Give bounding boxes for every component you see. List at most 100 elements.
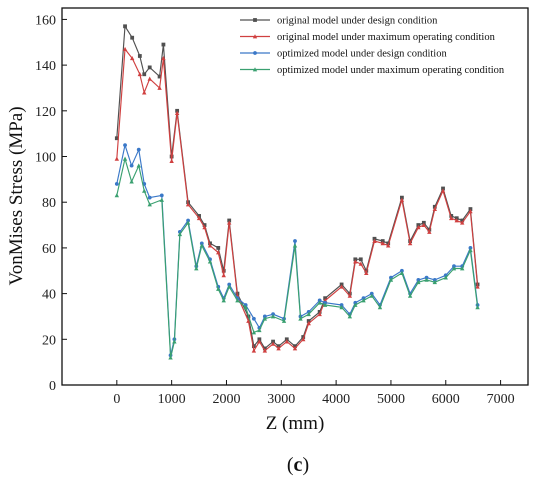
data-point xyxy=(147,65,152,70)
y-tick-label: 120 xyxy=(35,105,56,120)
y-tick-label: 20 xyxy=(42,333,56,348)
data-point xyxy=(199,243,204,248)
data-point xyxy=(449,215,454,221)
data-point xyxy=(386,243,391,248)
data-point xyxy=(251,330,257,335)
legend-item: original model under maximum operating c… xyxy=(240,32,496,43)
data-point xyxy=(114,136,119,141)
data-point xyxy=(369,293,374,298)
series-2 xyxy=(114,46,480,353)
x-tick-label: 7000 xyxy=(487,392,515,407)
data-point xyxy=(306,321,311,326)
data-point xyxy=(129,179,134,184)
legend-label: original model under maximum operating c… xyxy=(277,32,496,43)
data-point xyxy=(257,327,262,333)
panel-label-letter: c xyxy=(294,454,303,476)
data-point xyxy=(185,220,191,225)
y-tick-label: 0 xyxy=(49,379,56,394)
data-point xyxy=(253,51,257,55)
legend-label: optimized model under design condition xyxy=(277,49,447,60)
data-point xyxy=(276,346,281,351)
data-point xyxy=(257,339,262,344)
data-point xyxy=(416,279,421,285)
legend: original model under design condition ori… xyxy=(240,16,505,76)
data-point xyxy=(251,316,256,321)
y-tick-label: 160 xyxy=(35,13,56,28)
data-point xyxy=(221,298,226,303)
data-point xyxy=(136,163,141,168)
data-point xyxy=(293,239,297,243)
data-point xyxy=(358,257,363,262)
data-point xyxy=(421,222,427,227)
data-point xyxy=(251,348,257,353)
data-point xyxy=(407,293,413,298)
data-point xyxy=(216,286,221,291)
legend-label: optimized model under maximum operating … xyxy=(277,65,505,76)
data-point xyxy=(243,305,248,310)
series-line xyxy=(116,48,479,352)
data-point xyxy=(129,55,135,61)
data-point xyxy=(322,302,328,307)
x-tick-label: 5000 xyxy=(377,392,405,407)
data-point xyxy=(253,18,257,22)
data-point xyxy=(161,42,166,47)
y-tick-label: 60 xyxy=(42,242,56,257)
data-point xyxy=(339,305,344,310)
data-point xyxy=(147,202,152,207)
x-tick-label: 4000 xyxy=(322,392,350,407)
data-point xyxy=(227,284,232,289)
data-point xyxy=(347,293,353,298)
data-point xyxy=(347,314,353,319)
data-point xyxy=(475,305,480,310)
data-point xyxy=(142,72,147,77)
data-point xyxy=(159,193,164,198)
data-point xyxy=(122,156,128,161)
data-point xyxy=(380,241,385,246)
y-tick-label: 100 xyxy=(35,151,56,166)
data-point xyxy=(123,24,127,29)
data-point xyxy=(114,193,120,198)
legend-item: original model under design condition xyxy=(240,16,438,27)
data-point xyxy=(388,277,394,282)
data-point xyxy=(270,314,276,319)
data-point xyxy=(454,218,459,223)
data-point xyxy=(130,35,135,40)
data-point xyxy=(251,344,256,349)
data-point xyxy=(317,300,322,305)
y-axis-title: VonMises Stress (MPa) xyxy=(6,106,27,285)
series-line xyxy=(116,158,479,359)
x-tick-label: 3000 xyxy=(267,392,295,407)
data-point xyxy=(142,188,147,193)
data-point xyxy=(159,197,164,202)
legend-item: optimized model under maximum operating … xyxy=(240,65,505,76)
data-point xyxy=(227,220,232,225)
data-point xyxy=(136,147,141,152)
data-point xyxy=(317,311,322,317)
panel-label-close: ) xyxy=(302,454,309,476)
data-point xyxy=(339,284,344,289)
data-point xyxy=(172,339,177,344)
data-point xyxy=(207,259,213,264)
data-point xyxy=(114,156,120,161)
data-point xyxy=(157,85,162,90)
legend-item: optimized model under design condition xyxy=(240,49,447,60)
data-point xyxy=(262,316,268,321)
data-point xyxy=(432,206,437,211)
data-point xyxy=(306,311,311,317)
data-point xyxy=(353,302,358,307)
x-tick-label: 0 xyxy=(113,392,120,407)
data-point xyxy=(235,298,240,303)
data-point xyxy=(460,266,465,271)
data-point xyxy=(252,34,258,39)
data-point xyxy=(177,231,183,237)
data-point xyxy=(432,279,437,285)
data-point xyxy=(262,348,268,353)
data-point xyxy=(147,76,152,81)
data-point xyxy=(298,316,303,321)
data-point xyxy=(246,318,251,323)
data-point xyxy=(292,346,298,351)
data-point xyxy=(252,67,258,72)
x-tick-label: 2000 xyxy=(212,392,240,407)
data-point xyxy=(281,318,287,323)
